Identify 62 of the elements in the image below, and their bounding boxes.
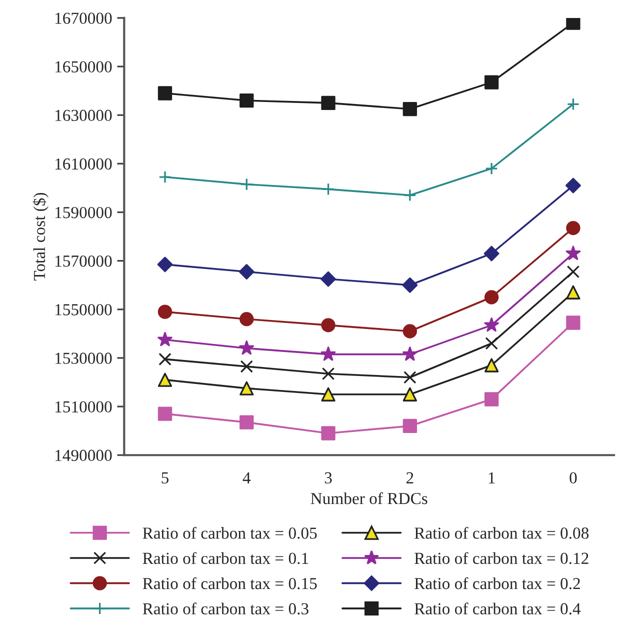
point [158, 372, 172, 387]
point [238, 264, 254, 280]
point [322, 367, 335, 380]
point [322, 182, 335, 196]
point [485, 337, 498, 350]
legend-label: Ratio of carbon tax = 0.08 [414, 526, 589, 539]
legend-label: Ratio of carbon tax = 0.12 [414, 552, 588, 564]
legend-label: Ratio of carbon tax = 0.05 [142, 526, 317, 539]
point [240, 381, 254, 396]
point [240, 415, 254, 430]
legend-label: Ratio of carbon tax = 0.3 [142, 602, 308, 614]
point [404, 188, 416, 202]
point [158, 170, 172, 184]
x-tick-label: 5 [162, 472, 169, 484]
point [240, 178, 254, 191]
point [158, 406, 172, 421]
y-axis-title: Total cost ($) [32, 192, 48, 281]
point [402, 102, 417, 116]
point [402, 387, 417, 402]
point [402, 277, 418, 293]
point [566, 316, 580, 330]
y-tick-label: 1510000 [56, 401, 112, 412]
point [566, 98, 580, 111]
point [157, 256, 173, 272]
y-tick-label: 1610000 [56, 158, 112, 170]
y-tick-label: 1650000 [56, 61, 112, 72]
x-tick-label: 2 [406, 472, 414, 484]
point [240, 360, 254, 373]
point [566, 18, 580, 30]
point [566, 265, 580, 278]
x-axis-title: Number of RDCs [310, 492, 428, 504]
point [321, 96, 336, 110]
point [404, 371, 416, 384]
y-tick-label: 1550000 [56, 304, 112, 316]
x-tick-label: 1 [488, 472, 495, 484]
point [240, 93, 254, 108]
point [565, 178, 581, 194]
point [321, 387, 336, 402]
x-tick-label: 0 [570, 472, 577, 484]
point [320, 271, 336, 287]
point [485, 162, 498, 175]
y-tick-label: 1530000 [56, 352, 112, 364]
point [484, 75, 499, 90]
y-tick-label: 1670000 [56, 12, 112, 24]
y-tick-label: 1590000 [56, 206, 112, 218]
y-tick-label: 1490000 [56, 450, 112, 462]
x-tick-label: 4 [242, 472, 251, 484]
legend-label: Ratio of carbon tax = 0.2 [414, 577, 580, 590]
point [484, 392, 499, 406]
point [321, 426, 336, 440]
point [158, 352, 172, 366]
point [566, 285, 580, 300]
legend-label: Ratio of carbon tax = 0.4 [414, 602, 581, 614]
point [484, 358, 499, 372]
x-tick-label: 3 [324, 472, 332, 484]
point [158, 86, 172, 100]
point [402, 418, 417, 434]
legend-label: Ratio of carbon tax = 0.1 [142, 552, 308, 564]
y-tick-label: 1570000 [56, 256, 112, 267]
point [484, 246, 500, 262]
legend-label: Ratio of carbon tax = 0.15 [142, 577, 317, 590]
y-tick-label: 1630000 [56, 110, 112, 122]
